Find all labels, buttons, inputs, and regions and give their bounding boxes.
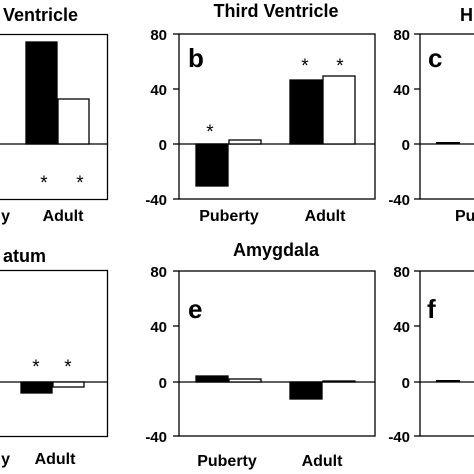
panel-amygdala: Amygdala 80 40 0 -40 e Puberty Adult [145,240,376,470]
category-label: Pu [455,208,474,225]
y-tick-label: 40 [393,319,410,336]
category-label: Puberty [197,453,257,470]
panel-f: 80 40 0 -40 f [388,264,474,446]
bar-adult-black [25,41,58,145]
category-label: y [1,451,10,468]
y-tick-label: -40 [388,192,410,209]
bar-adult-white [322,380,356,383]
bar-adult-white [57,98,90,145]
significance-star: * [64,357,72,378]
y-tick-label: -40 [388,429,410,446]
category-label: Adult [43,208,85,225]
y-tick-label: 80 [150,27,167,44]
category-label: Puberty [199,208,259,225]
y-axis-ticks [173,33,179,200]
y-tick-label: 40 [150,319,167,336]
bar-puberty-white [228,378,262,383]
panel-letter: f [427,294,436,324]
significance-star: * [336,56,344,77]
y-axis-ticks [173,270,179,437]
panel-letter: c [428,43,442,73]
frame [0,269,109,438]
bar-puberty-white [228,139,262,145]
y-tick-label: 80 [393,264,410,281]
panel-letter: e [188,294,202,324]
significance-star: * [32,357,40,378]
y-tick-label: 0 [159,375,167,392]
panel-title: Ventricle [3,5,78,25]
bar-puberty-black [195,375,229,383]
y-tick-label: 80 [150,264,167,281]
significance-star: * [76,173,84,194]
y-tick-label: -40 [145,192,167,209]
category-label: Adult [35,451,77,468]
panel-title: atum [3,246,46,266]
significance-star: * [40,173,48,194]
bar-adult-white [322,75,356,145]
panel-letter: b [188,43,204,73]
bar-adult-black [20,381,53,394]
y-tick-label: 40 [393,82,410,99]
significance-star: * [301,56,309,77]
panel-striatum: atum * * y Adult [0,246,109,468]
y-tick-label: 40 [150,82,167,99]
plot-frame [178,270,376,437]
category-label: Adult [305,208,347,225]
y-tick-label: 0 [159,137,167,154]
category-label: Adult [302,453,344,470]
panel-title: Third Ventricle [213,1,338,21]
frame [0,33,109,201]
bar-puberty-black [436,142,460,144]
y-tick-label: 0 [402,137,410,154]
plot-frame [178,33,376,200]
panel-hippocampus: H 80 40 0 -40 c Pu [388,5,474,225]
bar-puberty-black [195,143,229,187]
bar-puberty-black [436,380,460,382]
panel-third-ventricle: Third Ventricle 80 40 0 -40 b * * * Pube… [145,1,376,225]
plot-frame [419,33,474,200]
bar-adult-black [289,381,323,400]
panel-title: Amygdala [233,240,320,260]
significance-star: * [206,122,214,143]
plot-frame [419,270,474,437]
y-axis-ticks [414,270,420,437]
bar-adult-white [52,381,85,388]
y-tick-label: 0 [402,375,410,392]
panel-lateral-ventricle: Ventricle * * y Adult [0,5,109,225]
y-tick-label: 80 [393,27,410,44]
panel-title: H [460,5,473,25]
category-label: y [1,208,10,225]
y-axis-ticks [414,33,420,200]
bar-adult-black [289,79,323,145]
y-tick-label: -40 [145,429,167,446]
